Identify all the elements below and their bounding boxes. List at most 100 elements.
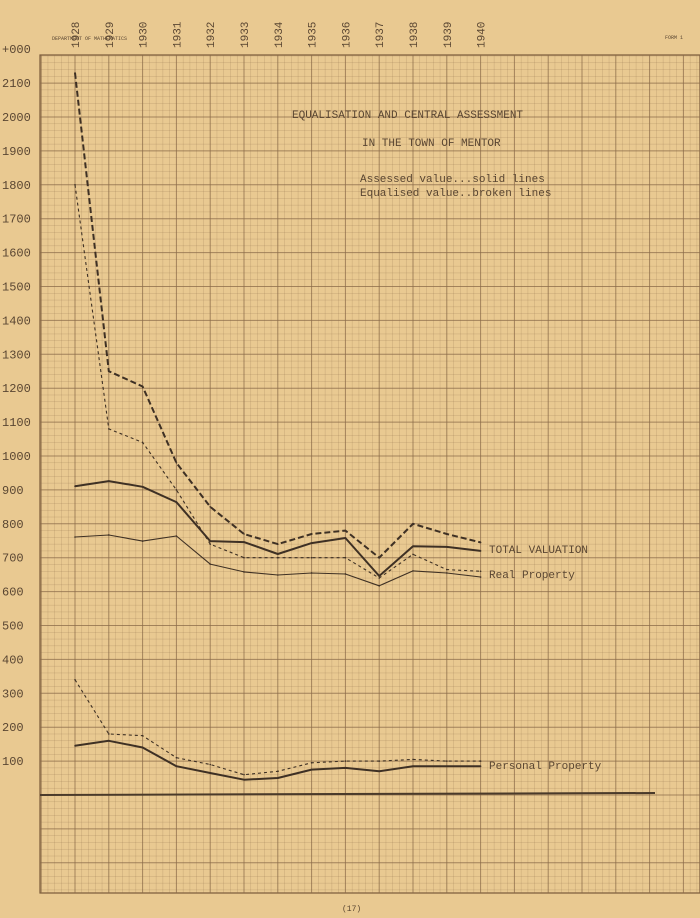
data-point-total-valuation-equalised — [108, 370, 110, 373]
x-tick-label: 1933 — [240, 22, 252, 48]
data-point-total-valuation-assessed — [277, 553, 279, 555]
data-point-total-valuation-equalised — [277, 543, 279, 545]
x-axis-tick-labels: 1928 1929 1930 1931 1932 1933 1934 1935 1936 1937… — [71, 21, 489, 48]
data-point-total-valuation-assessed — [175, 501, 178, 503]
data-point-total-valuation-equalised — [412, 523, 414, 525]
data-point-real-property-equalised — [378, 577, 381, 579]
form-label: FORM 1 — [665, 35, 683, 41]
data-point-personal-property-assessed — [74, 745, 76, 747]
page-number: (17) — [342, 905, 361, 914]
data-point-personal-property-equalised — [175, 756, 178, 759]
data-point-total-valuation-assessed — [141, 486, 144, 488]
y-tick-label: 1000 — [2, 450, 31, 464]
series-lines — [74, 72, 482, 781]
legend-assessed: Assessed value...solid lines — [360, 174, 545, 186]
graph-paper-grid — [39, 54, 700, 894]
data-point-total-valuation-assessed — [243, 541, 245, 543]
x-tick-label: 1937 — [375, 22, 387, 48]
data-point-real-property-assessed — [277, 574, 279, 576]
y-tick-label: 1900 — [2, 145, 31, 159]
data-point-total-valuation-assessed — [446, 546, 448, 548]
data-point-real-property-assessed — [310, 572, 313, 574]
data-point-personal-property-assessed — [243, 778, 245, 781]
data-point-real-property-assessed — [209, 563, 211, 565]
data-point-personal-property-assessed — [277, 777, 279, 779]
data-point-total-valuation-assessed — [378, 575, 381, 577]
data-point-real-property-assessed — [141, 540, 144, 542]
y-tick-label: +000 — [2, 43, 31, 57]
data-point-personal-property-assessed — [412, 765, 414, 767]
data-point-total-valuation-equalised — [479, 541, 482, 544]
data-point-personal-property-equalised — [344, 760, 347, 762]
x-tick-label: 1935 — [308, 22, 320, 48]
x-tick-label: 1928 — [71, 22, 83, 48]
y-tick-label: 1300 — [2, 348, 31, 362]
data-point-total-valuation-assessed — [310, 542, 313, 544]
y-tick-label: 400 — [2, 653, 24, 667]
data-point-personal-property-equalised — [243, 773, 245, 776]
x-tick-label: 1930 — [139, 22, 151, 48]
data-point-total-valuation-equalised — [378, 556, 381, 559]
x-tick-label: 1936 — [341, 22, 353, 48]
data-point-real-property-assessed — [243, 571, 245, 573]
legend-equalised: Equalised value..broken lines — [360, 188, 551, 200]
data-point-personal-property-equalised — [141, 734, 144, 737]
data-point-personal-property-assessed — [446, 765, 448, 767]
data-point-total-valuation-assessed — [108, 480, 110, 482]
data-point-real-property-equalised — [141, 441, 144, 444]
data-point-real-property-equalised — [412, 553, 414, 556]
data-point-real-property-equalised — [209, 543, 211, 545]
data-point-real-property-assessed — [344, 573, 347, 575]
data-point-personal-property-equalised — [74, 678, 76, 681]
zero-baseline — [39, 792, 656, 796]
data-point-real-property-equalised — [277, 556, 279, 559]
x-tick-label: 1931 — [172, 21, 184, 48]
data-point-total-valuation-equalised — [141, 385, 144, 388]
data-point-real-property-assessed — [446, 572, 448, 574]
y-tick-label: 900 — [2, 484, 24, 498]
data-point-total-valuation-assessed — [344, 537, 347, 539]
data-point-personal-property-equalised — [310, 761, 313, 764]
data-point-personal-property-assessed — [310, 768, 313, 771]
series-label-personal: Personal Property — [489, 761, 602, 773]
data-point-personal-property-equalised — [108, 733, 110, 735]
y-tick-label: 600 — [2, 586, 24, 600]
data-point-total-valuation-assessed — [412, 545, 414, 547]
data-point-total-valuation-equalised — [310, 533, 313, 535]
data-point-total-valuation-equalised — [446, 533, 448, 535]
data-point-personal-property-assessed — [108, 739, 110, 742]
data-point-real-property-assessed — [74, 536, 76, 538]
y-tick-label: 800 — [2, 518, 24, 532]
y-tick-label: 1400 — [2, 314, 31, 328]
data-point-total-valuation-equalised — [243, 533, 245, 535]
y-tick-label: 300 — [2, 687, 24, 701]
y-tick-label: 1200 — [2, 382, 31, 396]
data-point-real-property-equalised — [344, 556, 347, 559]
y-tick-label: 2000 — [2, 111, 31, 125]
y-tick-label: 1100 — [2, 416, 31, 430]
data-point-real-property-assessed — [479, 576, 482, 578]
data-point-real-property-equalised — [446, 568, 448, 571]
x-tick-label: 1929 — [105, 22, 117, 48]
y-tick-label: 200 — [2, 721, 24, 735]
data-point-personal-property-equalised — [479, 760, 482, 762]
y-tick-label: 100 — [2, 755, 24, 769]
data-point-total-valuation-equalised — [175, 461, 178, 464]
data-point-real-property-equalised — [108, 428, 110, 430]
series-label-real: Real Property — [489, 570, 575, 582]
data-point-total-valuation-equalised — [74, 72, 76, 74]
chart-title: EQUALISATION AND CENTRAL ASSESSMENT — [292, 110, 523, 122]
x-tick-label: 1934 — [274, 21, 286, 48]
x-tick-label: 1938 — [409, 22, 421, 48]
data-point-personal-property-equalised — [378, 760, 381, 762]
data-point-personal-property-assessed — [175, 765, 178, 767]
data-point-real-property-equalised — [74, 184, 76, 186]
plot-border — [39, 54, 700, 894]
data-point-total-valuation-assessed — [209, 540, 211, 542]
series-label-total: TOTAL VALUATION — [489, 545, 588, 557]
department-stamp: DEPARTMENT OF MATHEMATICS — [52, 36, 127, 42]
x-tick-label: 1940 — [477, 22, 489, 48]
y-tick-label: 700 — [2, 552, 24, 566]
data-point-personal-property-assessed — [141, 746, 144, 749]
data-point-total-valuation-assessed — [74, 485, 76, 487]
